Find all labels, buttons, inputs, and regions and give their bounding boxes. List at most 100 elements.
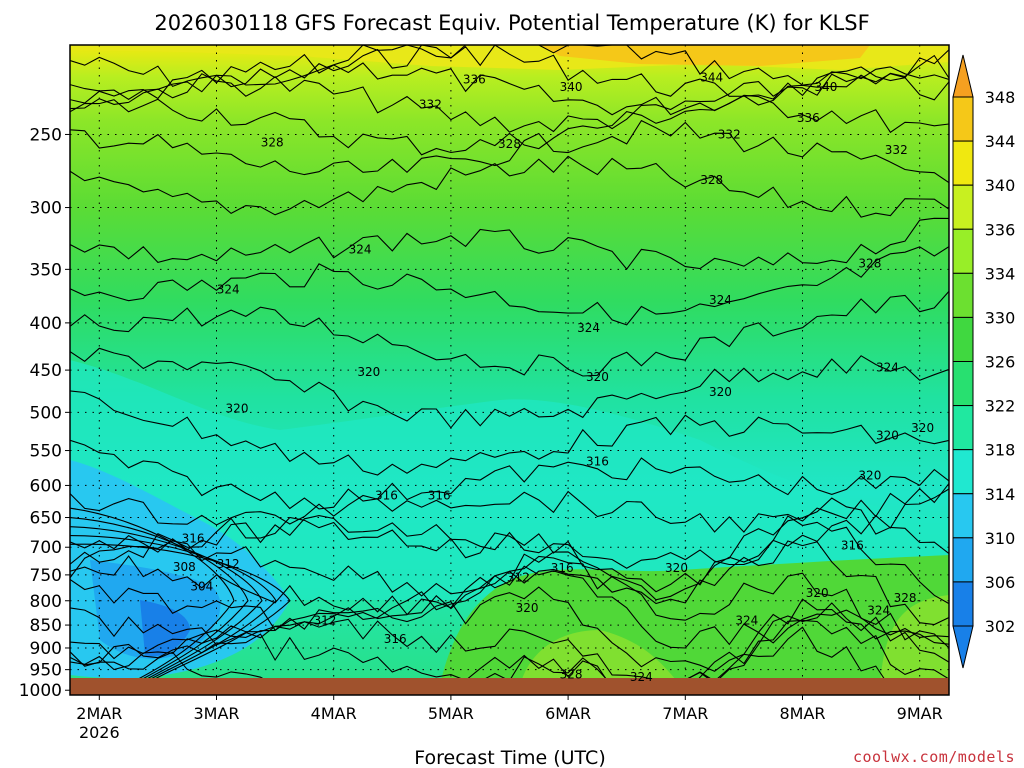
contour-label: 308 xyxy=(173,560,196,574)
contour-label: 336 xyxy=(797,111,820,125)
contour-line xyxy=(70,535,277,691)
contour-label: 328 xyxy=(858,257,881,271)
colorbar-label: 318 xyxy=(985,441,1016,460)
contour-label: 324 xyxy=(217,282,240,296)
contour-label: 316 xyxy=(841,539,864,553)
x-year-label: 2026 xyxy=(79,723,120,742)
colorbar-segment xyxy=(952,537,974,583)
colorbar-segment xyxy=(952,581,974,627)
contour-label: 332 xyxy=(419,98,442,112)
contour-label: 316 xyxy=(586,454,609,468)
contour-label: 324 xyxy=(630,670,653,684)
colorbar-segment xyxy=(952,316,974,362)
y-tick-label: 1000 xyxy=(19,681,62,701)
contour-label: 332 xyxy=(885,143,908,157)
y-tick-label: 400 xyxy=(30,314,62,334)
contour-line xyxy=(70,94,949,156)
colorbar-segment xyxy=(952,405,974,451)
y-tick-label: 850 xyxy=(30,616,62,636)
colorbar-label: 310 xyxy=(985,529,1016,548)
x-tick-label: 5MAR xyxy=(428,704,474,723)
colorbar-label: 330 xyxy=(985,308,1016,327)
contour-label: 320 xyxy=(858,468,881,482)
y-tick-label: 700 xyxy=(30,538,62,558)
contour-label: 304 xyxy=(190,579,213,593)
contour-line xyxy=(70,507,235,691)
colorbar-top-triangle xyxy=(952,54,974,98)
chart-title: 2026030118 GFS Forecast Equiv. Potential… xyxy=(154,11,869,35)
colorbar-segment xyxy=(952,361,974,407)
colorbar-label: 322 xyxy=(985,397,1016,416)
x-tick-label: 9MAR xyxy=(897,704,943,723)
contour-line xyxy=(70,488,949,569)
contour-label: 344 xyxy=(700,71,723,85)
x-tick-label: 6MAR xyxy=(545,704,591,723)
ground-fill xyxy=(70,678,949,695)
field-region-mid xyxy=(70,360,949,600)
contour-label: 320 xyxy=(665,561,688,575)
y-tick-label: 900 xyxy=(30,639,62,659)
contour-line xyxy=(70,155,949,218)
y-tick-label: 300 xyxy=(30,199,62,219)
y-tick-label: 750 xyxy=(30,566,62,586)
credit-text: coolwx.com/models xyxy=(853,748,1015,766)
colorbar-bottom-triangle xyxy=(952,625,974,669)
contour-label: 312 xyxy=(217,557,240,571)
contour-label: 328 xyxy=(700,173,723,187)
contour-label: 320 xyxy=(586,370,609,384)
colorbar-label: 302 xyxy=(985,617,1016,636)
contour-line xyxy=(70,483,949,533)
contour-label: 328 xyxy=(498,137,521,151)
contour-label: 312 xyxy=(313,613,336,627)
contour-label: 320 xyxy=(226,401,249,415)
y-tick-label: 350 xyxy=(30,260,62,280)
colorbar-label: 344 xyxy=(985,132,1016,151)
contour-line xyxy=(70,516,249,691)
colorbar-label: 334 xyxy=(985,264,1016,283)
field-region-warmer-late xyxy=(880,595,949,685)
contour-label: 336 xyxy=(463,73,486,87)
x-tick-label: 7MAR xyxy=(662,704,708,723)
colorbar-segment xyxy=(952,228,974,274)
colorbar-segment xyxy=(952,184,974,230)
y-tick-label: 500 xyxy=(30,403,62,423)
contour-label: 320 xyxy=(806,586,829,600)
contour-line xyxy=(70,390,949,476)
x-tick-label: 2MAR xyxy=(76,704,122,723)
x-axis-title: Forecast Time (UTC) xyxy=(414,747,605,768)
colorbar-segment xyxy=(952,449,974,495)
contour-line xyxy=(70,119,949,184)
colorbar-label: 314 xyxy=(985,485,1016,504)
contour-label: 320 xyxy=(709,385,732,399)
y-tick-label: 450 xyxy=(30,361,62,381)
y-tick-label: 550 xyxy=(30,442,62,462)
contour-label: 324 xyxy=(867,604,890,618)
x-tick-label: 8MAR xyxy=(779,704,825,723)
contour-line xyxy=(70,347,949,429)
y-tick-label: 250 xyxy=(30,125,62,145)
contour-label: 316 xyxy=(428,488,451,502)
colorbar-label: 348 xyxy=(985,88,1016,107)
contour-line xyxy=(70,439,949,510)
contour-label: 316 xyxy=(551,561,574,575)
contour-line xyxy=(70,543,291,691)
y-tick-label: 600 xyxy=(30,476,62,496)
contour-line xyxy=(70,290,949,377)
contour-label: 320 xyxy=(876,429,899,443)
contour-label: 324 xyxy=(876,360,899,374)
y-tick-label: 650 xyxy=(30,509,62,529)
contour-label: 324 xyxy=(349,242,372,256)
field-region-coldest xyxy=(140,600,190,657)
colorbar-label: 340 xyxy=(985,176,1016,195)
contour-label: 324 xyxy=(735,613,758,627)
contour-line xyxy=(70,619,949,695)
colorbar-label: 306 xyxy=(985,573,1016,592)
contour-labels: 336 340 344 340 332 336 328 328 332 332 328 324 328 3… xyxy=(173,71,934,684)
colorbar-segment xyxy=(952,493,974,539)
contour-label: 316 xyxy=(182,532,205,546)
contour-line xyxy=(70,73,949,133)
contour-label: 324 xyxy=(577,321,600,335)
x-tick-label: 3MAR xyxy=(193,704,239,723)
